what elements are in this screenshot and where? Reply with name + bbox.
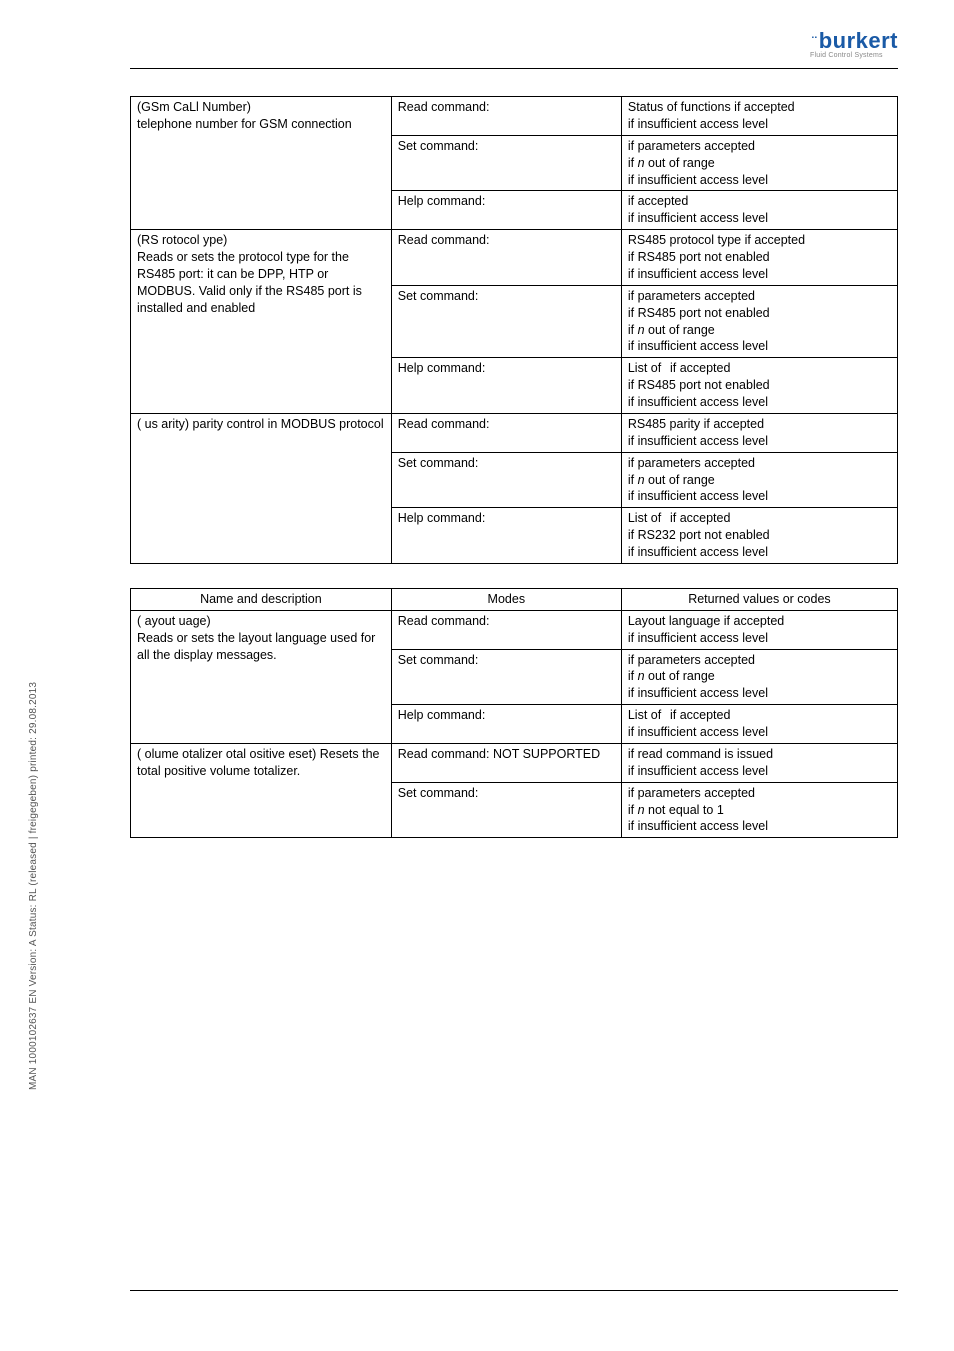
returned-values-cell: Status of functions if accepted if insuf… bbox=[621, 97, 897, 136]
returned-values-cell: List ofif accepted if RS232 port not ena… bbox=[621, 508, 897, 564]
mode-cell: Help command: bbox=[391, 705, 621, 744]
name-description-cell: ( us arity) parity control in MODBUS pro… bbox=[131, 413, 392, 563]
table-row: ( us arity) parity control in MODBUS pro… bbox=[131, 413, 898, 452]
returned-values-cell: Layout language if accepted if insuffici… bbox=[621, 610, 897, 649]
table-header-row: Name and descriptionModesReturned values… bbox=[131, 588, 898, 610]
returned-values-cell: if accepted if insufficient access level bbox=[621, 191, 897, 230]
brand-logo: ¨burkert Fluid Control Systems bbox=[810, 28, 898, 59]
name-description-cell: (GSm CaLl Number)telephone number for GS… bbox=[131, 97, 392, 230]
header-rule bbox=[130, 68, 898, 69]
mode-cell: Read command: bbox=[391, 97, 621, 136]
page: MAN 1000102637 EN Version: A Status: RL … bbox=[0, 0, 954, 1351]
mode-cell: Set command: bbox=[391, 782, 621, 838]
returned-values-cell: if parameters accepted if n not equal to… bbox=[621, 782, 897, 838]
table-header-cell: Name and description bbox=[131, 588, 392, 610]
mode-cell: Help command: bbox=[391, 191, 621, 230]
brand-logo-text: ¨burkert bbox=[810, 28, 898, 54]
returned-values-cell: List ofif accepted if insufficient acces… bbox=[621, 705, 897, 744]
mode-cell: Read command: bbox=[391, 610, 621, 649]
mode-cell: Set command: bbox=[391, 135, 621, 191]
name-description-cell: ( olume otalizer otal ositive eset) Rese… bbox=[131, 743, 392, 837]
returned-values-cell: if parameters accepted if n out of range… bbox=[621, 452, 897, 508]
returned-values-cell: if read command is issued if insufficien… bbox=[621, 743, 897, 782]
name-description-cell: (RS rotocol ype)Reads or sets the protoc… bbox=[131, 230, 392, 414]
mode-cell: Help command: bbox=[391, 358, 621, 414]
table-row: ( ayout uage)Reads or sets the layout la… bbox=[131, 610, 898, 649]
table-row: ( olume otalizer otal ositive eset) Rese… bbox=[131, 743, 898, 782]
sidebar-print-info: MAN 1000102637 EN Version: A Status: RL … bbox=[28, 682, 39, 1090]
table-row: (RS rotocol ype)Reads or sets the protoc… bbox=[131, 230, 898, 286]
mode-cell: Read command: NOT SUPPORTED bbox=[391, 743, 621, 782]
mode-cell: Read command: bbox=[391, 413, 621, 452]
mode-cell: Set command: bbox=[391, 285, 621, 358]
returned-values-cell: if parameters accepted if n out of range… bbox=[621, 135, 897, 191]
command-table-1: (GSm CaLl Number)telephone number for GS… bbox=[130, 96, 898, 564]
mode-cell: Read command: bbox=[391, 230, 621, 286]
table-header-cell: Modes bbox=[391, 588, 621, 610]
table-row: (GSm CaLl Number)telephone number for GS… bbox=[131, 97, 898, 136]
mode-cell: Set command: bbox=[391, 649, 621, 705]
brand-logo-dots: ¨ bbox=[812, 33, 819, 49]
mode-cell: Set command: bbox=[391, 452, 621, 508]
returned-values-cell: if parameters accepted if n out of range… bbox=[621, 649, 897, 705]
returned-values-cell: RS485 protocol type if accepted if RS485… bbox=[621, 230, 897, 286]
command-table-2: Name and descriptionModesReturned values… bbox=[130, 588, 898, 838]
name-description-cell: ( ayout uage)Reads or sets the layout la… bbox=[131, 610, 392, 743]
returned-values-cell: List ofif accepted if RS485 port not ena… bbox=[621, 358, 897, 414]
returned-values-cell: if parameters accepted if RS485 port not… bbox=[621, 285, 897, 358]
brand-logo-word: burkert bbox=[819, 28, 898, 53]
content-area: (GSm CaLl Number)telephone number for GS… bbox=[130, 96, 898, 838]
table-header-cell: Returned values or codes bbox=[621, 588, 897, 610]
footer-rule bbox=[130, 1290, 898, 1291]
mode-cell: Help command: bbox=[391, 508, 621, 564]
returned-values-cell: RS485 parity if accepted if insufficient… bbox=[621, 413, 897, 452]
